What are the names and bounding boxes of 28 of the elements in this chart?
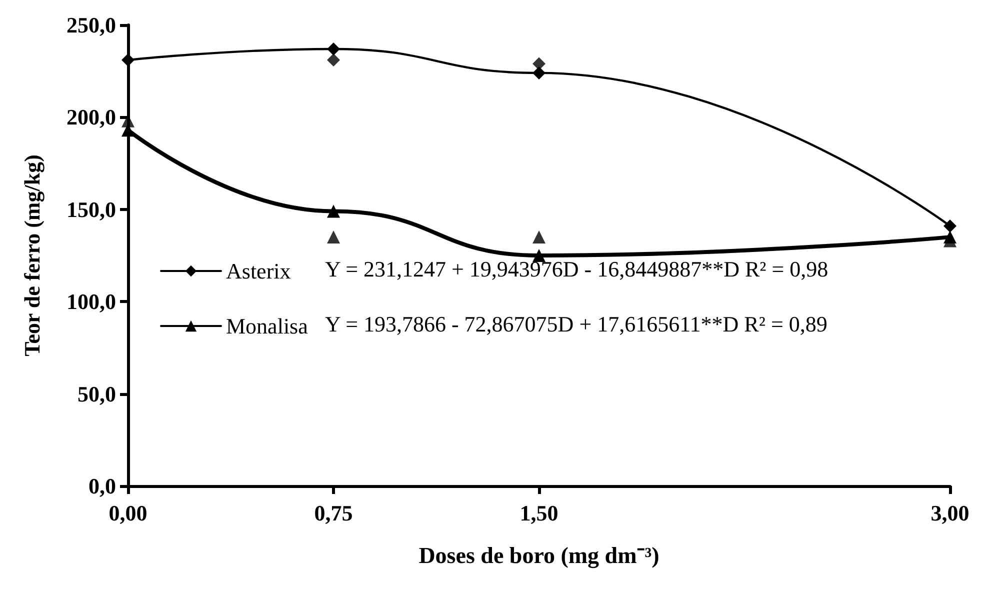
point xyxy=(532,230,546,244)
point xyxy=(532,66,546,80)
annotation: Y = 193,7866 - 72,867075D + 17,6165611**D R² = 0,89 xyxy=(325,312,828,336)
point xyxy=(327,54,340,67)
point xyxy=(122,54,134,67)
y-tick-label: 50,0 xyxy=(78,381,116,406)
point xyxy=(122,124,134,137)
y-tick-label: 250,0 xyxy=(66,12,116,38)
x-axis-title: Doses de boro (mg dm⁻³) xyxy=(418,543,660,569)
y-tick-label: 0,0 xyxy=(88,474,116,498)
y-axis-title: Teor de ferro (mg/kg) xyxy=(20,154,44,356)
point xyxy=(327,204,340,218)
x-tick-label: 1,50 xyxy=(520,500,558,526)
legend-label: Monalisa xyxy=(226,314,308,338)
point xyxy=(327,230,340,244)
y-tick-label: 100,0 xyxy=(66,289,116,314)
y-tick-label: 200,0 xyxy=(66,104,116,130)
x-tick-label: 3,00 xyxy=(930,500,970,526)
x-tick-label: 0,00 xyxy=(108,500,148,526)
point xyxy=(944,230,956,244)
x-tick-label: 0,75 xyxy=(314,500,353,526)
point xyxy=(944,219,956,232)
annotation: Y = 231,1247 + 19,943976D - 16,8449887**D R² = 0,98 xyxy=(325,256,828,282)
y-tick-label: 150,0 xyxy=(66,196,116,222)
point xyxy=(532,249,546,262)
point xyxy=(327,42,340,56)
point xyxy=(532,57,546,70)
legend-label: Asterix xyxy=(226,258,291,284)
